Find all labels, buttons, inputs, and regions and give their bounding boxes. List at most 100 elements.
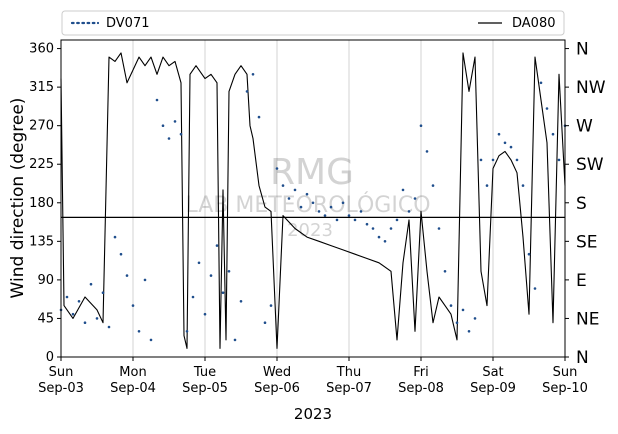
- compass-label: SE: [576, 232, 598, 252]
- x-tick-day: Thu: [336, 365, 361, 380]
- data-point: [281, 184, 285, 187]
- y-axis-label: Wind direction (degree): [8, 98, 28, 299]
- legend: DV071 DA080: [61, 10, 565, 36]
- data-point: [473, 317, 477, 320]
- data-point: [227, 270, 231, 273]
- compass-label: S: [576, 194, 587, 214]
- data-point: [455, 321, 459, 325]
- plot-frame: [60, 39, 566, 358]
- data-point: [449, 304, 453, 307]
- data-point: [365, 222, 369, 226]
- series-dv071: [59, 73, 567, 342]
- data-point: [71, 312, 75, 316]
- data-point: [497, 132, 501, 136]
- data-point: [137, 330, 141, 333]
- data-point: [293, 188, 297, 192]
- x-tick-date: Sep-06: [254, 381, 300, 396]
- series-da080: [60, 52, 566, 349]
- data-point: [191, 295, 195, 299]
- x-tick-date: Sep-08: [398, 381, 444, 396]
- data-point: [437, 227, 441, 230]
- data-point: [443, 270, 447, 273]
- data-point: [257, 115, 261, 119]
- compass-label: W: [576, 117, 593, 137]
- data-point: [383, 240, 387, 243]
- data-point: [263, 321, 267, 325]
- watermark-line2: LAB METEOROLÓGICO: [185, 192, 430, 218]
- x-tick-date: Sep-10: [542, 381, 588, 396]
- data-point: [521, 184, 525, 187]
- x-tick-date: Sep-03: [38, 381, 84, 396]
- y-tick-label: 270: [29, 119, 54, 134]
- compass-label: E: [576, 271, 587, 291]
- data-point: [425, 150, 429, 153]
- x-tick-date: Sep-04: [110, 381, 156, 396]
- data-point: [143, 278, 147, 282]
- data-point: [233, 338, 237, 342]
- y-tick-label: 315: [29, 80, 54, 95]
- watermark-line3: 2023: [287, 220, 333, 241]
- data-point: [317, 210, 321, 213]
- data-point: [359, 210, 363, 213]
- data-point: [329, 205, 333, 209]
- data-point: [125, 274, 129, 277]
- data-point: [311, 201, 315, 205]
- data-point: [503, 141, 507, 145]
- y-tick-label: 45: [37, 311, 54, 326]
- data-point: [341, 201, 345, 205]
- data-point: [209, 274, 213, 277]
- data-point: [551, 132, 555, 136]
- data-point: [305, 192, 309, 196]
- data-point: [287, 197, 291, 200]
- legend-dv071-label: DV071: [106, 16, 150, 31]
- data-point: [179, 132, 183, 136]
- data-point: [545, 107, 549, 110]
- compass-label: SW: [576, 155, 604, 175]
- data-point: [389, 227, 393, 230]
- compass-label: NE: [576, 309, 599, 329]
- x-tick-day: Fri: [413, 365, 429, 380]
- data-point: [323, 214, 327, 217]
- x-tick-day: Sun: [49, 365, 74, 380]
- data-point: [527, 252, 531, 256]
- data-point: [173, 120, 177, 123]
- data-point: [401, 188, 405, 192]
- x-axis: SunSep-03MonSep-04TueSep-05WedSep-06ThuS…: [38, 357, 588, 396]
- data-point: [431, 184, 435, 187]
- x-tick-day: Tue: [193, 365, 216, 380]
- data-point: [377, 235, 381, 239]
- data-point: [245, 90, 249, 93]
- data-point: [515, 158, 519, 162]
- data-point: [65, 295, 69, 299]
- y-tick-label: 135: [29, 234, 54, 249]
- data-point: [269, 304, 273, 307]
- data-point: [101, 291, 105, 295]
- data-point: [371, 227, 375, 230]
- data-point: [485, 184, 489, 187]
- data-point: [149, 338, 153, 342]
- data-point: [491, 158, 495, 162]
- y-tick-label: 180: [29, 196, 54, 211]
- data-point: [95, 317, 99, 320]
- data-point: [131, 304, 135, 307]
- data-point: [239, 300, 243, 303]
- data-point: [539, 81, 543, 85]
- x-tick-day: Wed: [263, 365, 291, 380]
- data-point: [299, 205, 303, 209]
- y-axis: 0 45 90 135 180 225 270 315 360: [29, 42, 61, 365]
- y-tick-label: 0: [46, 350, 54, 365]
- x-axis-label: 2023: [294, 405, 332, 423]
- y-tick-label: 360: [29, 42, 54, 57]
- data-point: [347, 214, 351, 217]
- vertical-grid: [132, 40, 494, 357]
- data-point: [185, 330, 189, 333]
- data-point: [107, 325, 111, 329]
- compass-axis: N NE E SE S SW W NW N: [565, 40, 606, 368]
- y-tick-label: 225: [29, 157, 54, 172]
- data-point: [197, 261, 201, 265]
- data-point: [467, 330, 471, 333]
- data-point: [89, 282, 93, 286]
- data-point: [155, 98, 159, 102]
- watermark-title: RMG: [270, 152, 354, 193]
